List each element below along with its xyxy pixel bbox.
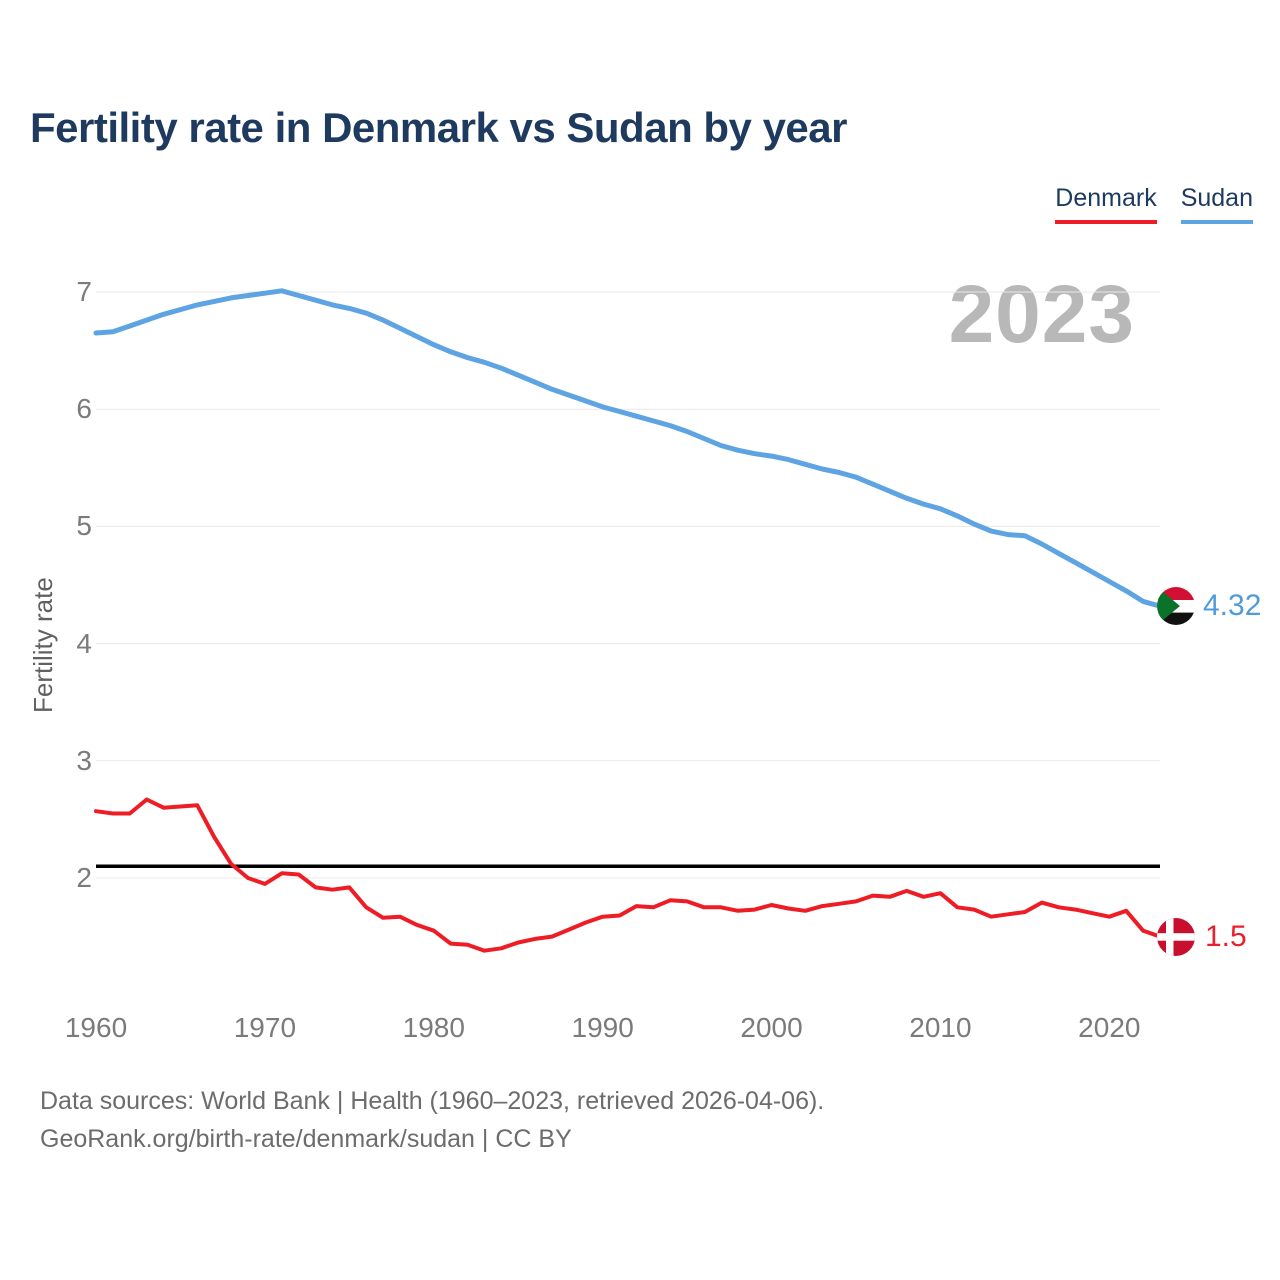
y-tick-label-7: 7 (76, 276, 92, 307)
y-tick-label-6: 6 (76, 393, 92, 425)
series-lines (93, 288, 1163, 953)
y-tick-label-4: 4 (76, 627, 92, 659)
y-tick-label-5: 5 (76, 510, 92, 542)
source-line-2: GeoRank.org/birth-rate/denmark/sudan | C… (40, 1125, 572, 1153)
legend: Denmark Sudan (1055, 184, 1253, 224)
denmark-line (94, 797, 1162, 953)
year-watermark: 2023 (948, 269, 1135, 360)
chart-title: Fertility rate in Denmark vs Sudan by ye… (30, 104, 848, 151)
y-tick-label-3: 3 (76, 744, 92, 776)
gridlines (96, 291, 1160, 879)
legend-item-denmark[interactable]: Denmark (1055, 184, 1157, 224)
denmark-end-value: 1.5 (1205, 920, 1247, 953)
x-tick-label-2010: 2010 (909, 1012, 972, 1043)
legend-item-sudan[interactable]: Sudan (1180, 184, 1253, 224)
x-tick-label-1960: 1960 (64, 1012, 128, 1043)
x-tick-label-2020: 2020 (1078, 1012, 1141, 1043)
source-line-1: Data sources: World Bank | Health (1960–… (40, 1087, 825, 1115)
denmark-flag-icon (1157, 918, 1195, 956)
x-tick-label-1980: 1980 (402, 1012, 465, 1043)
x-tick-label-1970: 1970 (233, 1012, 297, 1043)
sudan-end-value: 4.32 (1203, 589, 1262, 622)
x-tick-label-1990: 1990 (571, 1012, 634, 1043)
y-tick-label-2: 2 (76, 862, 92, 893)
x-tick-label-2000: 2000 (740, 1012, 803, 1043)
source-attribution: Data sources: World Bank | Health (1960–… (40, 1082, 824, 1158)
sudan-flag-icon (1157, 587, 1195, 625)
